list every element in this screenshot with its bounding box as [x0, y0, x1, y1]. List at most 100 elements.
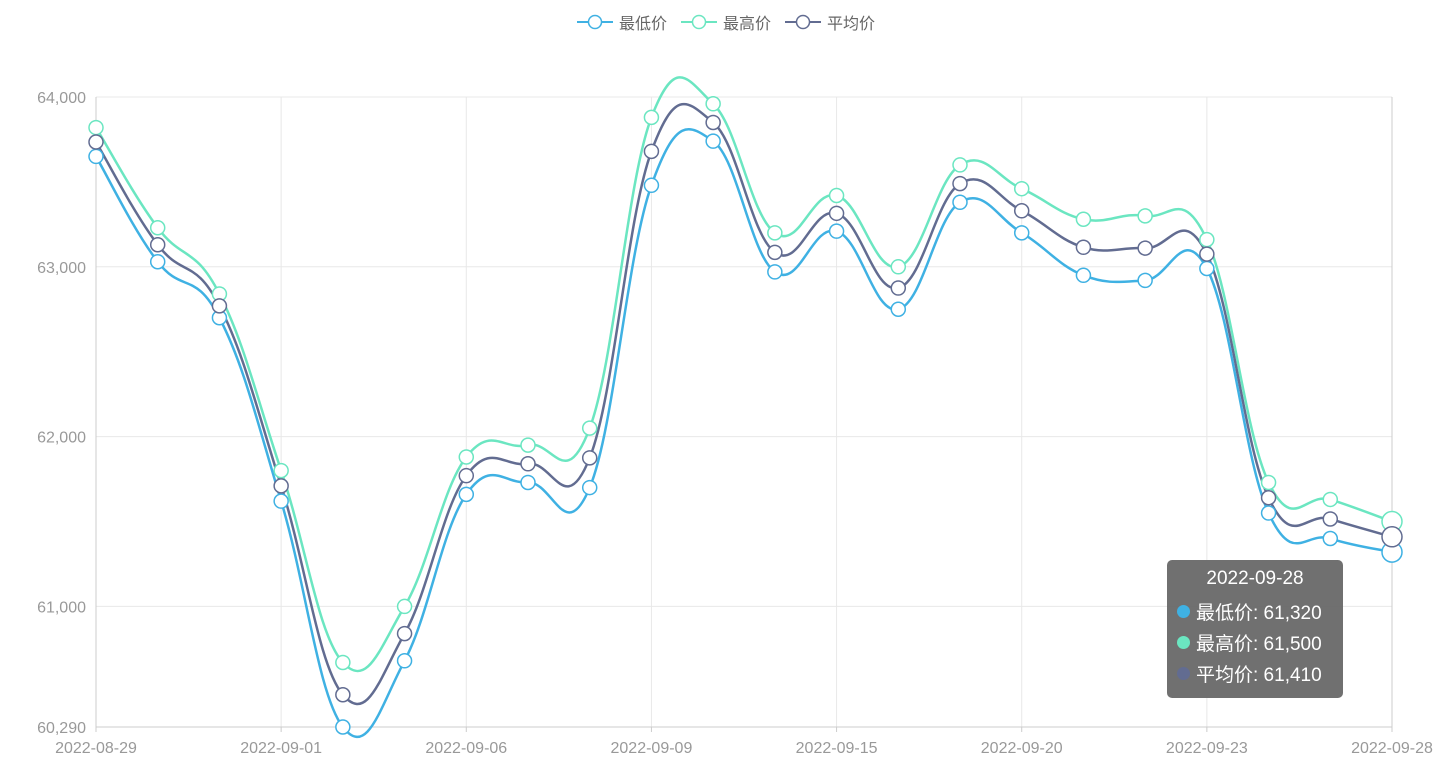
- data-point-min[interactable]: [396, 653, 413, 669]
- tooltip-value-max: 最高价: 61,500: [1196, 634, 1322, 655]
- data-point-avg[interactable]: [1013, 203, 1030, 219]
- data-point-min[interactable]: [335, 719, 351, 735]
- data-point-max[interactable]: [396, 598, 413, 615]
- data-point-max[interactable]: [1075, 211, 1092, 228]
- data-point-avg[interactable]: [1199, 246, 1215, 262]
- data-point-avg[interactable]: [520, 456, 536, 472]
- tooltip-dot-max: [1177, 636, 1190, 649]
- data-point-avg[interactable]: [581, 450, 598, 466]
- series-line-min: [94, 128, 1393, 739]
- tooltip-dot-avg: [1177, 667, 1190, 680]
- legend-item-max[interactable]: 最高价: [680, 10, 771, 34]
- data-point-avg[interactable]: [211, 298, 228, 314]
- legend-item-min[interactable]: 最低价: [576, 10, 667, 34]
- data-point-min[interactable]: [1075, 267, 1092, 284]
- data-point-min[interactable]: [643, 177, 660, 194]
- legend-label-min: 最低价: [618, 16, 667, 33]
- x-tick-label: 2022-09-09: [611, 740, 693, 757]
- y-tick-label: 61,000: [37, 599, 86, 616]
- data-point-min[interactable]: [767, 264, 783, 280]
- data-point-min[interactable]: [705, 133, 721, 149]
- data-point-max[interactable]: [705, 96, 721, 112]
- data-point-min[interactable]: [1260, 505, 1277, 521]
- data-point-avg[interactable]: [1381, 526, 1403, 548]
- data-point-max[interactable]: [890, 259, 907, 275]
- data-point-max[interactable]: [643, 109, 660, 126]
- data-point-max[interactable]: [1137, 208, 1153, 224]
- data-point-avg[interactable]: [458, 467, 475, 484]
- data-point-min[interactable]: [520, 474, 536, 491]
- data-point-avg[interactable]: [1137, 240, 1153, 256]
- data-point-max[interactable]: [1322, 491, 1339, 508]
- x-tick-label: 2022-09-15: [796, 740, 878, 757]
- data-point-avg[interactable]: [335, 686, 351, 703]
- data-point-max[interactable]: [149, 220, 166, 236]
- data-point-max[interactable]: [520, 437, 536, 453]
- data-point-avg[interactable]: [705, 114, 721, 131]
- data-point-max[interactable]: [828, 187, 845, 204]
- data-point-min[interactable]: [581, 479, 598, 496]
- data-point-min[interactable]: [1137, 272, 1153, 289]
- data-point-min[interactable]: [1322, 530, 1339, 547]
- data-point-min[interactable]: [149, 253, 166, 270]
- data-point-min[interactable]: [828, 223, 845, 239]
- x-tick-label: 2022-09-20: [981, 740, 1063, 757]
- data-point-max[interactable]: [581, 420, 598, 436]
- y-tick-label: 60,290: [37, 720, 86, 737]
- axes: 64,000 63,000 62,000 61,000 60,290 2022-08-29…: [37, 90, 1433, 757]
- data-point-min[interactable]: [458, 486, 475, 503]
- data-point-avg[interactable]: [767, 244, 783, 261]
- legend-label-avg: 平均价: [827, 16, 876, 33]
- data-point-max[interactable]: [88, 119, 104, 136]
- legend-symbol-min: [576, 14, 613, 30]
- x-tick-label: 2022-08-29: [55, 740, 137, 757]
- data-point-avg[interactable]: [149, 236, 166, 253]
- legend-item-avg[interactable]: 平均价: [785, 10, 875, 34]
- data-point-max[interactable]: [458, 449, 475, 465]
- data-point-min[interactable]: [273, 493, 289, 509]
- data-point-avg[interactable]: [88, 134, 104, 150]
- data-point-max[interactable]: [335, 654, 351, 671]
- legend-symbol-max: [680, 14, 717, 30]
- data-point-min[interactable]: [890, 301, 907, 318]
- tooltip-row-max: 最高价: 61,500: [1177, 627, 1333, 658]
- x-tick-label: 2022-09-01: [240, 740, 322, 757]
- data-point-avg[interactable]: [643, 143, 660, 160]
- data-point-avg[interactable]: [1322, 511, 1339, 527]
- data-point-max[interactable]: [273, 462, 289, 479]
- tooltip-row-min: 最低价: 61,320: [1177, 596, 1333, 627]
- y-tick-label: 64,000: [37, 90, 86, 107]
- series-lines[interactable]: [88, 76, 1403, 739]
- data-point-avg[interactable]: [396, 625, 413, 642]
- data-point-avg[interactable]: [828, 205, 845, 222]
- legend-symbol-avg: [785, 14, 821, 30]
- data-point-min[interactable]: [1199, 260, 1215, 277]
- legend-label-max: 最高价: [722, 16, 771, 33]
- data-point-avg[interactable]: [1260, 490, 1277, 506]
- data-point-max[interactable]: [767, 225, 783, 241]
- tooltip-value-min: 最低价: 61,320: [1196, 603, 1322, 624]
- y-tick-label: 62,000: [37, 430, 86, 447]
- data-point-avg[interactable]: [273, 478, 289, 494]
- y-tick-label: 63,000: [37, 260, 86, 277]
- tooltip-dot-min: [1177, 605, 1190, 618]
- data-point-avg[interactable]: [890, 280, 907, 296]
- x-tick-label: 2022-09-23: [1166, 740, 1248, 757]
- data-point-max[interactable]: [1260, 474, 1277, 491]
- data-point-avg[interactable]: [952, 175, 968, 192]
- data-point-min[interactable]: [952, 194, 968, 211]
- tooltip-row-avg: 平均价: 61,410: [1177, 658, 1333, 689]
- tooltip-value-avg: 平均价: 61,410: [1196, 665, 1322, 686]
- data-point-max[interactable]: [952, 157, 968, 173]
- data-point-avg[interactable]: [1075, 239, 1092, 256]
- data-point-min[interactable]: [88, 148, 104, 165]
- tooltip: 2022-09-28 最低价: 61,320 最高价: 61,500 平均价: …: [1167, 560, 1343, 698]
- data-point-min[interactable]: [1013, 225, 1030, 241]
- data-point-max[interactable]: [1013, 180, 1030, 197]
- tooltip-title: 2022-09-28: [1206, 568, 1304, 589]
- legend: 最低价 最高价 平均价: [0, 10, 1452, 34]
- x-tick-label: 2022-09-06: [425, 740, 507, 757]
- data-point-max[interactable]: [1199, 231, 1215, 248]
- x-tick-label: 2022-09-28: [1351, 740, 1433, 757]
